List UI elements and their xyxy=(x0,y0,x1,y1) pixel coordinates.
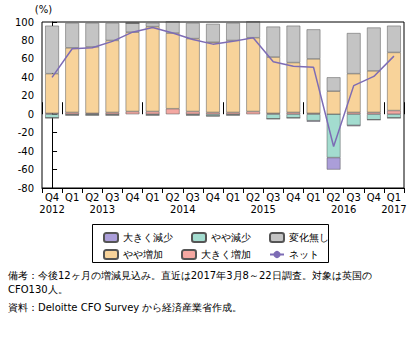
svg-text:100: 100 xyxy=(15,17,34,28)
svg-text:Q3: Q3 xyxy=(347,192,361,203)
svg-text:Q1: Q1 xyxy=(306,192,320,203)
svg-text:Q1: Q1 xyxy=(387,192,401,203)
svg-text:2014: 2014 xyxy=(170,204,195,215)
svg-text:-60: -60 xyxy=(18,164,34,175)
svg-text:変化無し: 変化無し xyxy=(289,232,329,243)
svg-text:2015: 2015 xyxy=(250,204,275,215)
svg-text:CFO130人。: CFO130人。 xyxy=(8,284,68,295)
svg-text:2012: 2012 xyxy=(39,204,64,215)
svg-text:備考：今後12ヶ月の増減見込み。直近は2017年3月8～22: 備考：今後12ヶ月の増減見込み。直近は2017年3月8～22日調査。対象は英国の xyxy=(8,270,372,281)
svg-text:資料：Deloitte CFO Survey から経済産業省: 資料：Deloitte CFO Survey から経済産業省作成。 xyxy=(8,302,242,313)
svg-text:Q4: Q4 xyxy=(367,192,381,203)
svg-text:(%): (%) xyxy=(35,4,52,15)
svg-text:60: 60 xyxy=(21,53,34,64)
svg-text:40: 40 xyxy=(21,72,34,83)
svg-text:2017: 2017 xyxy=(381,204,406,215)
svg-text:-80: -80 xyxy=(18,183,34,194)
svg-text:Q3: Q3 xyxy=(105,192,119,203)
svg-text:やや減少: やや減少 xyxy=(211,232,251,243)
svg-text:やや増加: やや増加 xyxy=(123,249,163,260)
svg-text:ネット: ネット xyxy=(289,249,319,260)
svg-text:-40: -40 xyxy=(18,146,34,157)
svg-text:Q4: Q4 xyxy=(45,192,59,203)
svg-text:Q2: Q2 xyxy=(166,192,180,203)
svg-text:Q2: Q2 xyxy=(85,192,99,203)
svg-text:80: 80 xyxy=(21,35,34,46)
svg-text:Q3: Q3 xyxy=(186,192,200,203)
svg-text:大きく減少: 大きく減少 xyxy=(123,232,173,243)
svg-text:0: 0 xyxy=(28,109,34,120)
svg-text:Q2: Q2 xyxy=(326,192,340,203)
svg-text:Q4: Q4 xyxy=(125,192,139,203)
svg-text:Q2: Q2 xyxy=(246,192,260,203)
svg-text:Q1: Q1 xyxy=(145,192,159,203)
svg-text:2016: 2016 xyxy=(331,204,356,215)
svg-text:-20: -20 xyxy=(18,127,34,138)
svg-text:Q1: Q1 xyxy=(65,192,79,203)
svg-text:Q3: Q3 xyxy=(266,192,280,203)
svg-text:2013: 2013 xyxy=(90,204,115,215)
svg-text:20: 20 xyxy=(21,90,34,101)
svg-text:Q4: Q4 xyxy=(286,192,300,203)
svg-text:Q1: Q1 xyxy=(226,192,240,203)
svg-text:大きく増加: 大きく増加 xyxy=(201,249,251,260)
svg-text:Q4: Q4 xyxy=(206,192,220,203)
